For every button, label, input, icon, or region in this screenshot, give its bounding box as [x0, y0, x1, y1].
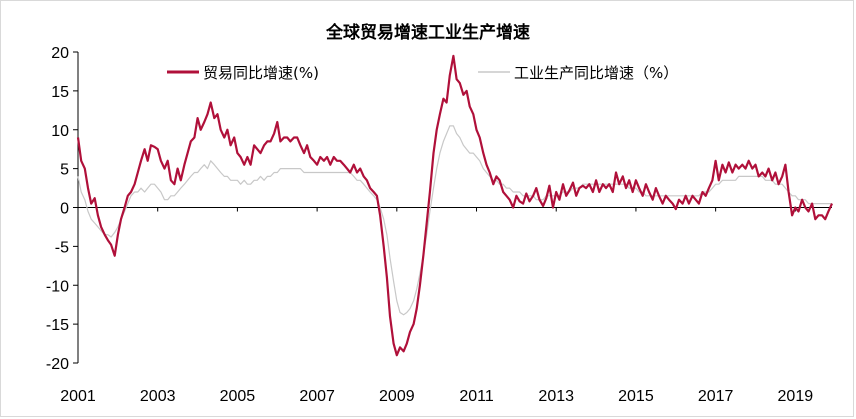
y-tick-label: 15	[51, 84, 69, 101]
series-line-trade	[76, 54, 833, 357]
y-tick-label: 0	[60, 201, 69, 218]
y-tick-label: -5	[55, 239, 69, 256]
y-axis: 20 15 10 5 0 -5 -10 -15 -20	[46, 45, 79, 373]
x-axis: 2001 2003 2005 2007 2009 2011 2013 2015 2017 2019	[60, 207, 832, 405]
legend-item-trade: 贸易同比增速(%)	[167, 64, 319, 82]
x-tick-label: 2019	[778, 388, 814, 405]
y-tick-label: -10	[46, 278, 69, 295]
x-tick-label: 2001	[60, 388, 96, 405]
x-tick-label: 2005	[220, 388, 256, 405]
x-tick-label: 2003	[140, 388, 176, 405]
series-layer	[76, 54, 833, 357]
series-line-industry	[77, 125, 832, 316]
legend-item-industry: 工业生产同比增速（%）	[478, 64, 678, 82]
x-tick-label: 2013	[538, 388, 574, 405]
x-tick-label: 2015	[618, 388, 654, 405]
y-tick-label: 20	[51, 45, 69, 62]
x-tick-label: 2007	[299, 388, 335, 405]
legend-label-industry: 工业生产同比增速（%）	[514, 64, 678, 82]
x-tick-label: 2011	[459, 388, 494, 405]
y-tick-label: -20	[46, 356, 69, 373]
y-tick-label: 10	[51, 123, 69, 140]
x-tick-label: 2009	[379, 388, 415, 405]
y-tick-label: -15	[46, 317, 69, 334]
legend-label-trade: 贸易同比增速(%)	[203, 64, 319, 82]
x-tick-label: 2017	[698, 388, 734, 405]
legend: 贸易同比增速(%) 工业生产同比增速（%）	[167, 64, 678, 82]
y-tick-label: 5	[60, 162, 69, 179]
chart-title: 全球贸易增速工业生产增速	[325, 22, 530, 43]
